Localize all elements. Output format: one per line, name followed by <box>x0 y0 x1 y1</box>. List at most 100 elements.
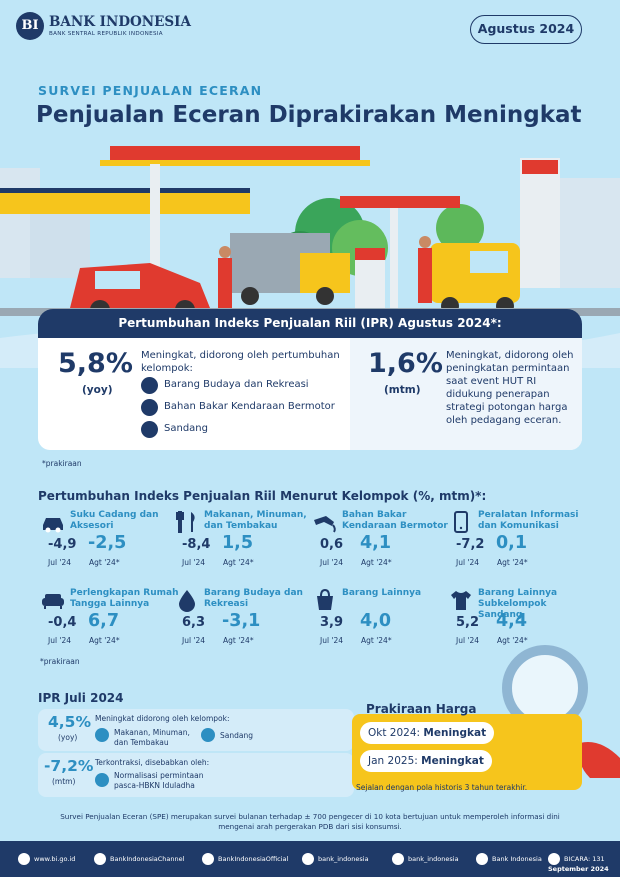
group-name: Barang Budaya dan Rekreasi <box>204 588 303 609</box>
footnote-prakiraan: *prakiraan <box>40 657 80 666</box>
agt-label: Agt '24* <box>497 636 528 645</box>
groups-section-title: Pertumbuhan Indeks Penjualan Riil Menuru… <box>38 489 487 503</box>
juli-yoy-item-1: Makanan, Minuman, dan Tembakau <box>114 728 190 747</box>
page-title: Penjualan Eceran Diprakirakan Meningkat <box>36 102 582 128</box>
ipr-juli-title: IPR Juli 2024 <box>38 691 124 705</box>
bank-indonesia-logo: BI BANK INDONESIA BANK SENTRAL REPUBLIK … <box>16 12 191 42</box>
shirt-icon <box>451 591 471 610</box>
group-agt-value: -3,1 <box>222 611 261 631</box>
mtm-panel <box>350 338 582 450</box>
group-name: Peralatan Informasi dan Komunikasi <box>478 510 579 531</box>
survey-note: Survei Penjualan Eceran (SPE) merupakan … <box>60 812 560 831</box>
footer-link-text: www.bi.go.id <box>34 854 76 863</box>
footer-link[interactable]: bank_indonesia <box>302 852 369 865</box>
mtm-label: (mtm) <box>384 384 421 396</box>
footer-link-text: bank_indonesia <box>408 854 459 863</box>
group-card: Barang Lainnya Subkelompok Sandang 5,2 4… <box>448 588 588 658</box>
org-name: BANK INDONESIA <box>49 14 191 30</box>
yoy-value: 5,8% <box>58 348 133 379</box>
drop-icon <box>141 377 158 394</box>
group-jul-value: 6,3 <box>182 615 206 630</box>
group-jul-value: 0,6 <box>320 537 344 552</box>
sofa-icon <box>42 594 64 609</box>
jul-label: Jul '24 <box>320 558 344 567</box>
yoy-group-2: Bahan Bakar Kendaraan Bermotor <box>164 401 335 412</box>
price-forecast-note: Sejalan dengan pola historis 3 tahun ter… <box>356 783 528 792</box>
month-badge: Agustus 2024 <box>470 15 582 44</box>
jan-forecast-pill: Jan 2025: Meningkat <box>360 750 492 772</box>
group-card: Bahan Bakar Kendaraan Bermotor 0,6 4,1 J… <box>312 510 452 580</box>
juli-yoy-value: 4,5% <box>48 713 91 731</box>
footer-link[interactable]: BICARA: 131 <box>548 852 605 865</box>
footer-link[interactable]: Bank Indonesia <box>476 852 542 865</box>
footer-link-text: BICARA: 131 <box>564 854 605 863</box>
footer-link-text: Bank Indonesia <box>492 854 542 863</box>
instagram-icon <box>392 852 404 865</box>
jul-label: Jul '24 <box>182 636 206 645</box>
group-card: Perlengkapan Rumah Tangga Lainnya -0,4 6… <box>40 588 180 658</box>
jul-label: Jul '24 <box>182 558 206 567</box>
okt-status: Meningkat <box>423 727 487 739</box>
fuel-nozzle-icon <box>314 516 336 533</box>
jul-label: Jul '24 <box>48 636 72 645</box>
youtube-icon <box>94 852 106 865</box>
footer-link[interactable]: BankIndonesiaChannel <box>94 852 184 865</box>
info-icon <box>95 773 109 787</box>
utensils-icon <box>95 728 109 742</box>
agt-label: Agt '24* <box>361 636 392 645</box>
footer-link-text: BankIndonesiaChannel <box>110 854 185 863</box>
group-agt-value: 6,7 <box>88 611 120 631</box>
group-card: Makanan, Minuman, dan Tembakau -8,4 1,5 … <box>174 510 314 580</box>
group-agt-value: 4,1 <box>360 533 392 553</box>
jul-label: Jul '24 <box>320 636 344 645</box>
shirt-icon <box>141 421 158 438</box>
price-forecast-panel: Okt 2024: Meningkat Jan 2025: Meningkat <box>352 714 582 790</box>
juli-mtm-label: (mtm) <box>52 777 76 786</box>
jul-label: Jul '24 <box>456 636 480 645</box>
group-agt-value: 4,4 <box>496 611 528 631</box>
ipr-juli-yoy-box: 4,5% (yoy) Meningkat didorong oleh kelom… <box>38 709 354 751</box>
juli-yoy-item-2: Sandang <box>220 731 253 740</box>
jan-label: Jan 2025: <box>368 755 422 767</box>
phone-icon <box>454 511 468 533</box>
drop-icon <box>179 590 195 612</box>
group-jul-value: 5,2 <box>456 615 480 630</box>
group-agt-value: 0,1 <box>496 533 528 553</box>
footer-link[interactable]: BankIndonesiaOfficial <box>202 852 288 865</box>
juli-yoy-label: (yoy) <box>58 733 78 742</box>
footer-date: September 2024 <box>548 865 609 873</box>
shopping-bag-icon <box>317 588 333 610</box>
mtm-description: Meningkat, didorong oleh peningkatan per… <box>446 350 574 426</box>
jan-status: Meningkat <box>421 755 484 767</box>
ipr-august-heading: Pertumbuhan Indeks Penjualan Riil (IPR) … <box>38 309 582 338</box>
group-name: Suku Cadang dan Aksesori <box>70 510 159 531</box>
utensils-icon <box>176 511 195 533</box>
footer-link[interactable]: bank_indonesia <box>392 852 459 865</box>
page-kicker: SURVEI PENJUALAN ECERAN <box>38 83 263 98</box>
group-jul-value: 3,9 <box>320 615 344 630</box>
footnote-prakiraan: *prakiraan <box>42 459 82 468</box>
group-jul-value: -0,4 <box>48 615 77 630</box>
juli-mtm-desc: Terkontraksi, disebabkan oleh: <box>95 758 210 767</box>
globe-icon <box>18 852 30 865</box>
group-name: Barang Lainnya <box>342 588 422 598</box>
logo-mark: BI <box>16 12 44 40</box>
agt-label: Agt '24* <box>89 636 120 645</box>
group-jul-value: -8,4 <box>182 537 211 552</box>
group-name: Bahan Bakar Kendaraan Bermotor <box>342 510 448 531</box>
phone-icon <box>548 852 560 865</box>
org-subtitle: BANK SENTRAL REPUBLIK INDONESIA <box>49 31 163 37</box>
price-forecast-title: Prakiraan Harga <box>366 702 477 716</box>
group-name: Barang Lainnya Subkelompok Sandang <box>478 588 558 620</box>
ipr-juli-mtm-box: -7,2% (mtm) Terkontraksi, disebabkan ole… <box>38 753 354 797</box>
group-card: Barang Lainnya 3,9 4,0 Jul '24 Agt '24* <box>312 588 452 658</box>
juli-mtm-value: -7,2% <box>44 757 94 775</box>
juli-mtm-item: Normalisasi permintaan pasca-HBKN Idulad… <box>114 771 204 790</box>
group-name: Perlengkapan Rumah Tangga Lainnya <box>70 588 179 609</box>
group-card: Peralatan Informasi dan Komunikasi -7,2 … <box>448 510 588 580</box>
okt-forecast-pill: Okt 2024: Meningkat <box>360 722 495 744</box>
footer-link-text: BankIndonesiaOfficial <box>218 854 289 863</box>
footer-link[interactable]: www.bi.go.id <box>18 852 75 865</box>
yoy-group-3: Sandang <box>164 423 208 434</box>
agt-label: Agt '24* <box>361 558 392 567</box>
